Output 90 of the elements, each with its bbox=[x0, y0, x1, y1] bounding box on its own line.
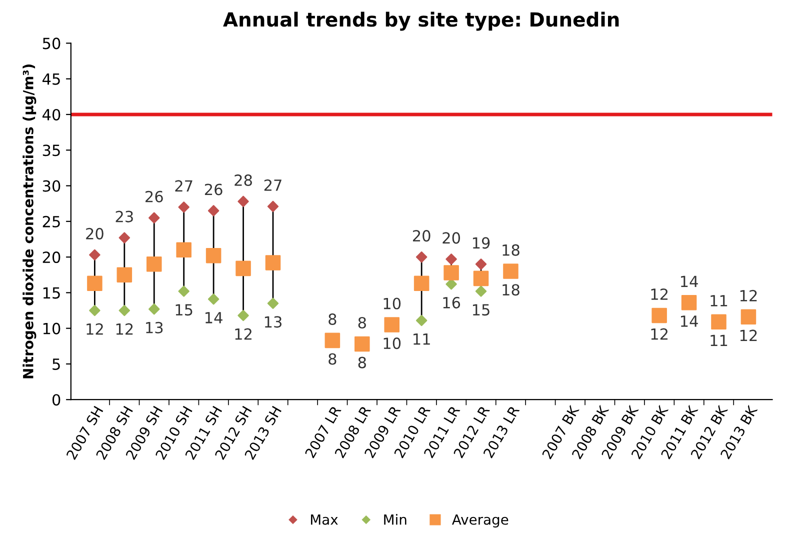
chart-title: Annual trends by site type: Dunedin bbox=[223, 12, 619, 31]
point bbox=[148, 303, 160, 315]
text: 11 bbox=[710, 295, 728, 306]
point bbox=[475, 258, 487, 270]
legend-label: Average bbox=[452, 514, 508, 528]
data-label: 20 bbox=[442, 232, 460, 244]
point bbox=[681, 295, 697, 310]
y-tick-label: 10 bbox=[43, 322, 60, 334]
y-tick-label: 40 bbox=[42, 108, 60, 120]
data-label: 13 bbox=[264, 316, 282, 328]
point bbox=[176, 242, 192, 258]
data-label: 23 bbox=[116, 210, 133, 222]
y-tick-label: 45 bbox=[42, 74, 60, 85]
point bbox=[384, 317, 400, 332]
point bbox=[416, 251, 428, 263]
data-label: 11 bbox=[414, 333, 430, 345]
data-label: 20 bbox=[412, 230, 430, 242]
data-label: 12 bbox=[86, 323, 103, 335]
data-label: 12 bbox=[235, 328, 252, 340]
y-tick-label: 0 bbox=[52, 394, 60, 406]
y-tick-label: 15 bbox=[43, 287, 60, 299]
point bbox=[354, 336, 370, 352]
text: 10 bbox=[384, 298, 401, 310]
point bbox=[89, 249, 100, 261]
point bbox=[416, 314, 428, 326]
text: 18 bbox=[502, 284, 520, 296]
point bbox=[89, 304, 100, 316]
point bbox=[146, 256, 162, 272]
data-label: 27 bbox=[264, 179, 282, 191]
text: 8 bbox=[328, 313, 336, 325]
y-axis-title: Nitrogen dioxide concentrations (µg/m³) bbox=[22, 64, 36, 378]
y-tick-label: 30 bbox=[42, 180, 60, 192]
point bbox=[446, 254, 457, 265]
y-tick-label: 35 bbox=[42, 144, 60, 156]
data-label: 19 bbox=[472, 237, 490, 249]
text: 12 bbox=[740, 330, 757, 342]
point bbox=[267, 200, 279, 212]
point bbox=[446, 278, 457, 290]
point bbox=[740, 309, 756, 325]
data-label: 26 bbox=[204, 184, 222, 196]
point bbox=[116, 267, 132, 282]
text: 12 bbox=[740, 290, 757, 302]
legend-label: Max bbox=[311, 514, 338, 525]
point bbox=[473, 270, 489, 286]
data-label: 27 bbox=[175, 180, 192, 192]
point bbox=[652, 308, 667, 324]
point bbox=[208, 205, 220, 216]
point bbox=[324, 332, 340, 348]
point bbox=[238, 196, 249, 208]
text: 18 bbox=[502, 244, 520, 256]
y-tick-label: 5 bbox=[52, 358, 60, 370]
point bbox=[414, 276, 430, 292]
point bbox=[265, 255, 281, 270]
y-tick-label: 50 bbox=[42, 38, 60, 50]
data-label: 28 bbox=[234, 174, 252, 186]
point bbox=[711, 314, 726, 330]
point bbox=[178, 202, 190, 213]
text: 8 bbox=[358, 356, 366, 368]
point bbox=[267, 298, 279, 309]
text: 11 bbox=[710, 334, 728, 346]
point bbox=[87, 276, 102, 292]
point bbox=[208, 293, 220, 305]
data-label: 13 bbox=[146, 322, 163, 334]
data-label: 26 bbox=[146, 190, 163, 202]
point bbox=[236, 260, 251, 276]
data-label: 12 bbox=[116, 323, 133, 335]
point bbox=[475, 286, 487, 297]
text: 12 bbox=[651, 288, 668, 300]
point bbox=[238, 310, 249, 322]
text: 10 bbox=[384, 338, 401, 350]
text: 8 bbox=[358, 316, 366, 329]
text: 8 bbox=[328, 353, 336, 365]
text: 14 bbox=[680, 276, 698, 287]
data-label: 20 bbox=[86, 228, 104, 240]
data-label: 14 bbox=[206, 312, 222, 324]
point bbox=[206, 248, 222, 264]
data-label: 15 bbox=[472, 304, 490, 316]
text: 12 bbox=[651, 328, 668, 340]
point bbox=[118, 232, 130, 244]
legend-label: Min bbox=[384, 514, 406, 525]
y-tick-label: 25 bbox=[42, 216, 60, 228]
text: 14 bbox=[680, 316, 698, 327]
point bbox=[148, 212, 160, 224]
point bbox=[503, 264, 518, 279]
data-label: 15 bbox=[176, 304, 192, 316]
point bbox=[444, 265, 459, 280]
point bbox=[118, 304, 130, 316]
y-tick-label: 20 bbox=[42, 252, 60, 264]
data-label: 16 bbox=[443, 296, 460, 308]
point bbox=[178, 286, 190, 297]
